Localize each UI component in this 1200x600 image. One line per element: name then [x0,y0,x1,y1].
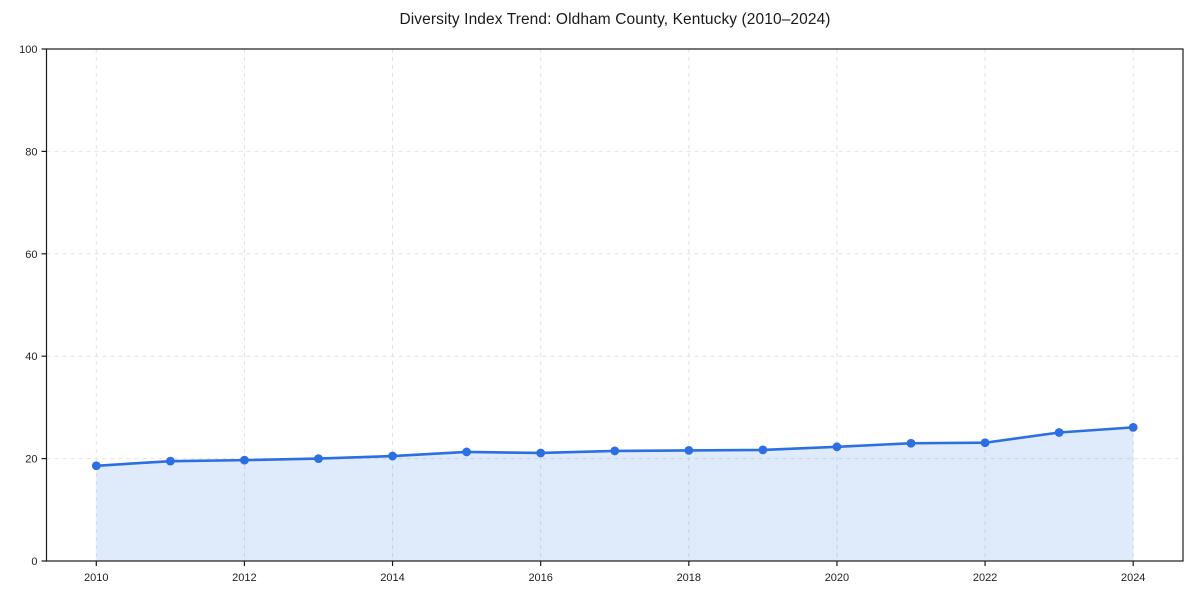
data-point [462,447,472,457]
x-axis-tick-label: 2020 [825,572,849,584]
data-point [684,446,694,455]
y-axis-tick-label: 0 [31,556,37,568]
x-axis-tick-label: 2014 [380,572,404,584]
data-point [91,461,101,471]
y-axis-tick-label: 80 [25,146,37,158]
y-axis-tick-label: 20 [25,454,37,466]
data-point [240,455,249,465]
data-point [610,446,620,456]
data-point [980,438,990,448]
x-axis-tick-label: 2012 [232,572,256,584]
x-axis-tick-label: 2024 [1121,572,1145,584]
plot-border [45,48,1184,562]
x-axis-tick-label: 2022 [973,572,997,584]
data-point [314,454,323,463]
area-fill [96,427,1134,561]
y-axis-tick-label: 60 [25,249,37,261]
data-point [906,438,916,448]
x-axis-tick-label: 2016 [528,572,552,584]
chart-title: Diversity Index Trend: Oldham County, Ke… [399,11,831,28]
data-point [832,442,842,452]
data-point [388,451,397,461]
data-point [165,456,175,466]
y-axis-tick-label: 40 [25,351,37,363]
y-axis-tick-label: 100 [19,44,37,56]
data-point [1054,428,1064,437]
x-axis-tick-label: 2010 [84,572,108,584]
data-point [536,448,546,458]
data-point [758,445,768,455]
x-axis-tick-label: 2018 [677,572,701,584]
data-point [1128,422,1138,432]
